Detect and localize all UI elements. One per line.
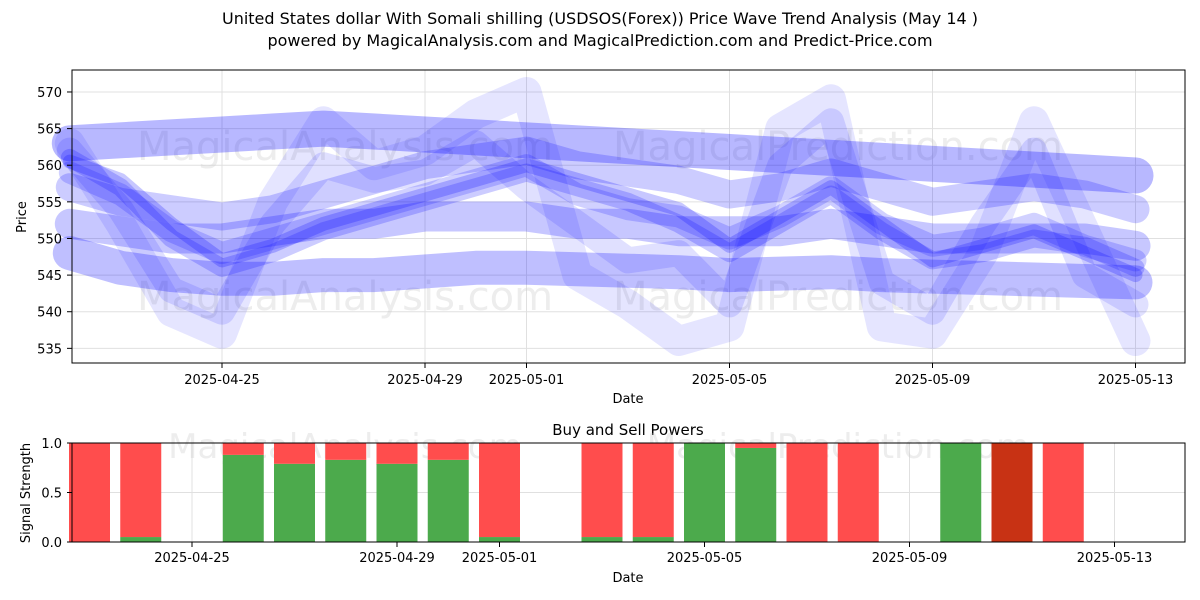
sell-bar: [632, 443, 674, 538]
wave-line-4: [56, 108, 1149, 325]
price-x-tick-label: 2025-05-09: [895, 373, 971, 388]
sell-bar: [325, 443, 367, 460]
price-plot-frame: [71, 69, 1186, 364]
buy-bar: [581, 537, 623, 542]
buy-bar: [325, 459, 367, 542]
sell-bar: [735, 443, 777, 448]
buy-bar: [735, 447, 777, 542]
signal-y-tick-label: 0.5: [41, 487, 62, 502]
buy-bar: [632, 537, 674, 542]
watermark-prediction-top: MagicalPrediction.com: [613, 124, 1063, 170]
wave-series: [51, 77, 1154, 356]
price-plot-area: [72, 70, 1185, 363]
signal-bars: [69, 443, 1084, 542]
sell-bar: [479, 443, 520, 538]
signal-y-axis-label: Signal Strength: [19, 443, 34, 543]
signal-x-axis-label: Date: [612, 571, 643, 586]
price-y-tick-label: 570: [37, 86, 62, 101]
price-x-tick-label: 2025-05-13: [1098, 373, 1174, 388]
watermark-analysis-top: MagicalAnalysis.com: [137, 124, 553, 170]
wave-line-9: [52, 236, 1153, 300]
buy-bar: [940, 443, 982, 542]
price-y-tick-label: 545: [37, 269, 62, 284]
signal-x-tick-label: 2025-04-29: [359, 551, 435, 566]
price-x-tick-label: 2025-04-29: [387, 373, 463, 388]
wave-line-3: [58, 154, 1147, 272]
buy-bar: [376, 463, 418, 542]
buy-bar: [274, 463, 315, 542]
watermark-prediction-mid: MagicalPrediction.com: [613, 274, 1063, 320]
sell-bar: [786, 443, 828, 542]
signal-chart-title: Buy and Sell Powers: [552, 421, 704, 439]
signal-x-tick-label: 2025-04-25: [154, 551, 230, 566]
buy-bar: [120, 537, 162, 542]
buy-bar: [427, 459, 469, 542]
buy-bar: [479, 537, 520, 542]
watermark-analysis-mid: MagicalAnalysis.com: [137, 274, 553, 320]
buy-bar: [222, 454, 264, 542]
signal-y-tick-label: 0.0: [41, 536, 62, 551]
price-y-axis-label: Price: [15, 201, 30, 233]
sell-bar: [222, 443, 264, 455]
sell-bar: [581, 443, 623, 538]
signal-x-tick-label: 2025-05-13: [1077, 551, 1153, 566]
sell-bar: [837, 443, 879, 542]
price-y-tick-label: 550: [37, 232, 62, 247]
buy-bar: [684, 443, 725, 542]
price-y-tick-label: 540: [37, 306, 62, 321]
sell-bar: [427, 443, 469, 460]
price-x-axis: 2025-04-25 2025-04-29 2025-05-01 2025-05-05…: [184, 363, 1173, 388]
price-y-axis: 535 540 545 550 555 560 565 570: [37, 86, 72, 357]
signal-y-axis: 0.0 0.5 1.0: [41, 437, 72, 551]
wave-line-8: [54, 201, 1151, 261]
price-grid: [72, 70, 1185, 363]
price-x-tick-label: 2025-05-05: [692, 373, 768, 388]
sell-bar: [1042, 443, 1084, 542]
price-y-tick-label: 565: [37, 123, 62, 138]
signal-x-tick-label: 2025-05-05: [667, 551, 743, 566]
sell-bar: [376, 443, 418, 464]
signal-x-tick-label: 2025-05-01: [462, 551, 538, 566]
sell-bar: [120, 443, 162, 538]
chart-title: United States dollar With Somali shillin…: [221, 9, 979, 28]
wave-line-1: [62, 154, 1143, 283]
wave-line-6: [51, 110, 1154, 194]
signal-x-tick-label: 2025-05-09: [872, 551, 948, 566]
chart-subtitle: powered by MagicalAnalysis.com and Magic…: [267, 31, 933, 50]
price-x-tick-label: 2025-05-01: [489, 373, 565, 388]
signal-y-tick-label: 1.0: [41, 437, 62, 452]
price-y-tick-label: 555: [37, 196, 62, 211]
wave-line-2: [60, 148, 1145, 277]
price-y-tick-label: 535: [37, 342, 62, 357]
sell-bar: [274, 443, 315, 464]
wave-line-7: [55, 136, 1150, 231]
price-x-axis-label: Date: [612, 392, 643, 407]
sell-bar: [991, 443, 1033, 542]
price-x-tick-label: 2025-04-25: [184, 373, 260, 388]
signal-x-axis: 2025-04-25 2025-04-29 2025-05-01 2025-05-05…: [154, 542, 1152, 566]
sell-bar: [69, 443, 110, 542]
wave-line-5: [54, 77, 1151, 356]
price-y-tick-label: 560: [37, 159, 62, 174]
